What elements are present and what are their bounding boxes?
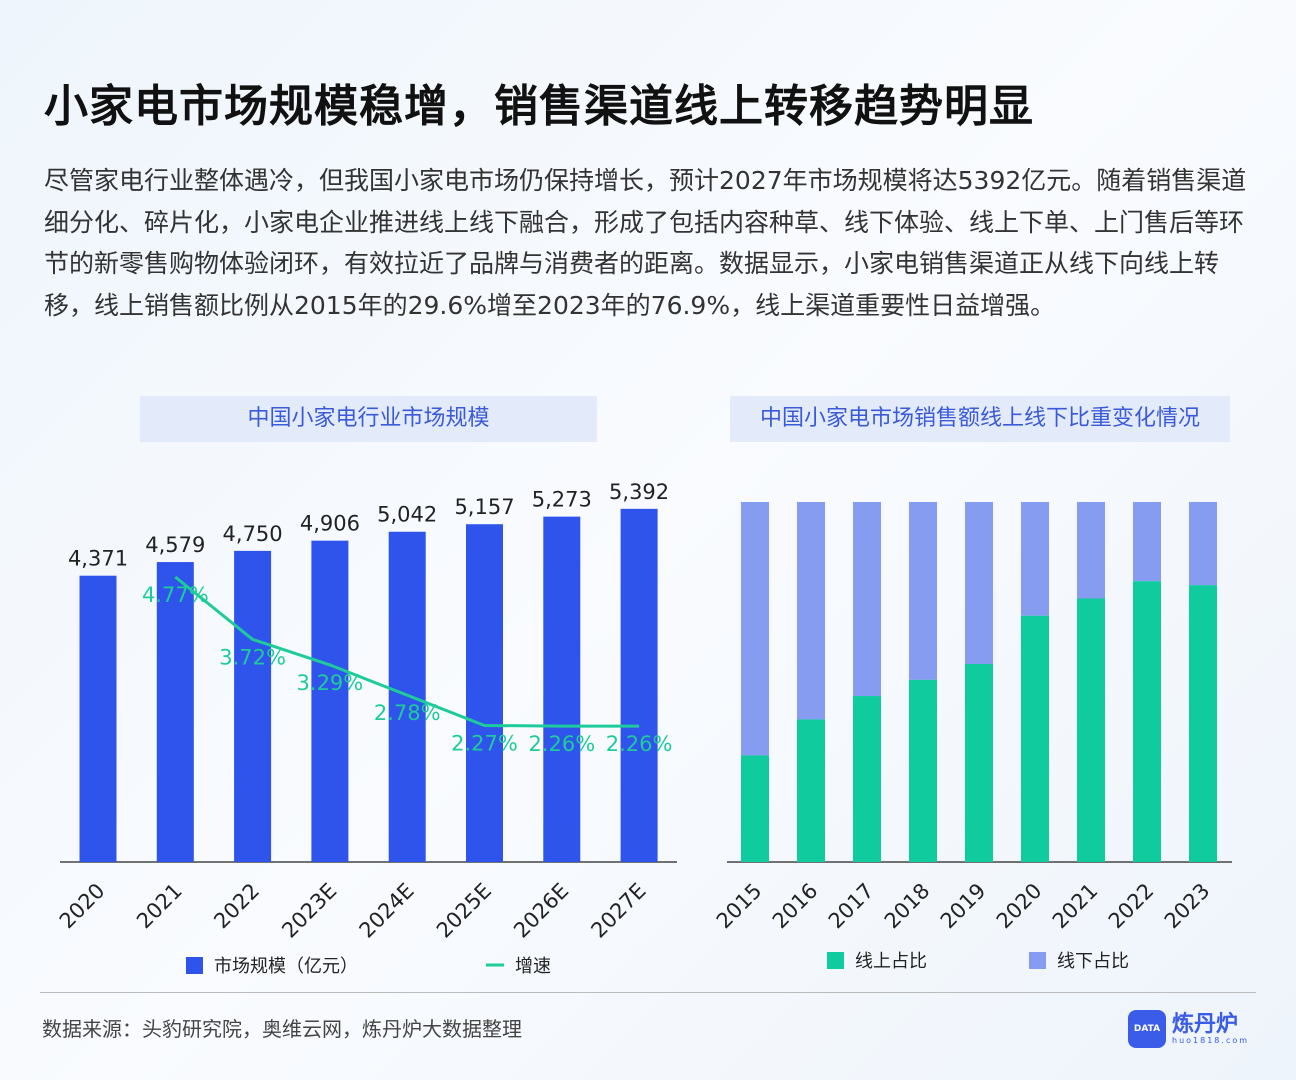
legend-online-label: 线上占比 (855, 951, 927, 972)
x-tick-label: 2018 (880, 879, 935, 934)
offline-bar-2020 (1021, 502, 1049, 616)
offline-bar-2015 (741, 502, 769, 756)
x-tick-label: 2022 (209, 879, 264, 934)
online-bar-2016 (797, 719, 825, 862)
source-note: 数据来源：头豹研究院，奥维云网，炼丹炉大数据整理 (42, 1017, 522, 1041)
online-bar-2023 (1189, 585, 1217, 862)
bar-2022 (234, 550, 272, 862)
bar-2024E (388, 531, 426, 862)
bar-label: 4,579 (145, 533, 205, 557)
bar-label: 4,750 (223, 522, 283, 546)
bar-label: 5,157 (454, 495, 514, 519)
bar-2026E (543, 516, 581, 862)
legend-offline-label: 线下占比 (1057, 951, 1129, 972)
growth-label: 2.78% (374, 701, 441, 725)
description: 尽管家电行业整体遇冷，但我国小家电市场仍保持增长，预计2027年市场规模将达53… (44, 166, 1247, 320)
bar-2021 (156, 562, 194, 862)
x-tick-label: 2027E (586, 879, 650, 943)
growth-label: 4.77% (142, 583, 209, 607)
x-tick-label: 2020 (55, 879, 110, 934)
x-tick-label: 2016 (768, 879, 823, 934)
x-tick-label: 2023E (277, 879, 341, 943)
x-tick-label: 2024E (355, 879, 419, 943)
growth-label: 2.26% (606, 732, 673, 756)
x-tick-label: 2021 (132, 879, 187, 934)
bar-label: 5,392 (609, 480, 669, 504)
offline-bar-2019 (965, 502, 993, 664)
bar-2027E (620, 508, 658, 862)
x-tick-label: 2022 (1104, 879, 1159, 934)
growth-line (174, 575, 640, 728)
offline-bar-2022 (1133, 502, 1161, 582)
online-bar-2015 (741, 755, 769, 862)
x-tick-label: 2020 (992, 879, 1047, 934)
legend-bar-swatch (186, 957, 203, 974)
x-tick-label: 2025E (432, 879, 496, 943)
online-bar-2021 (1077, 598, 1105, 862)
logo-name: 炼丹炉 (1172, 1011, 1239, 1037)
legend-online-swatch (827, 952, 844, 969)
x-tick-label: 2023 (1160, 879, 1215, 934)
online-bar-2020 (1021, 615, 1049, 862)
legend-offline-swatch (1029, 952, 1046, 969)
growth-label: 2.27% (451, 732, 518, 756)
offline-bar-2016 (797, 502, 825, 720)
x-tick-label: 2015 (712, 879, 767, 934)
online-bar-2018 (909, 679, 937, 862)
bar-label: 5,273 (532, 488, 592, 512)
online-bar-2019 (965, 664, 993, 862)
x-tick-label: 2026E (509, 879, 573, 943)
left-chart-title: 中国小家电行业市场规模 (140, 396, 597, 442)
online-bar-2017 (853, 696, 881, 862)
x-tick-label: 2019 (936, 879, 991, 934)
right-chart-title: 中国小家电市场销售额线上线下比重变化情况 (730, 396, 1230, 442)
offline-bar-2017 (853, 502, 881, 697)
divider (40, 992, 1256, 993)
offline-bar-2021 (1077, 502, 1105, 599)
offline-bar-2023 (1189, 502, 1217, 586)
logo: DATA 炼丹炉 huo1818.com (1128, 1010, 1249, 1048)
bar-label: 4,906 (300, 512, 360, 536)
bar-label: 4,371 (68, 547, 128, 571)
logo-url: huo1818.com (1172, 1035, 1250, 1045)
page-title: 小家电市场规模稳增，销售渠道线上转移趋势明显 (44, 81, 1034, 132)
bar-2023E (311, 540, 349, 862)
bar-label: 5,042 (377, 503, 437, 527)
growth-label: 3.72% (219, 645, 286, 669)
logo-icon: DATA (1128, 1010, 1166, 1048)
bar-2025E (466, 524, 503, 862)
x-tick-label: 2017 (824, 879, 879, 934)
growth-label: 2.26% (528, 732, 595, 756)
legend-bar-label: 市场规模（亿元） (214, 956, 358, 977)
growth-label: 3.29% (297, 671, 364, 695)
offline-bar-2018 (909, 502, 937, 680)
x-tick-label: 2021 (1048, 879, 1103, 934)
online-bar-2022 (1133, 581, 1161, 862)
bar-2020 (79, 575, 117, 862)
legend-line-label: 增速 (515, 956, 551, 977)
